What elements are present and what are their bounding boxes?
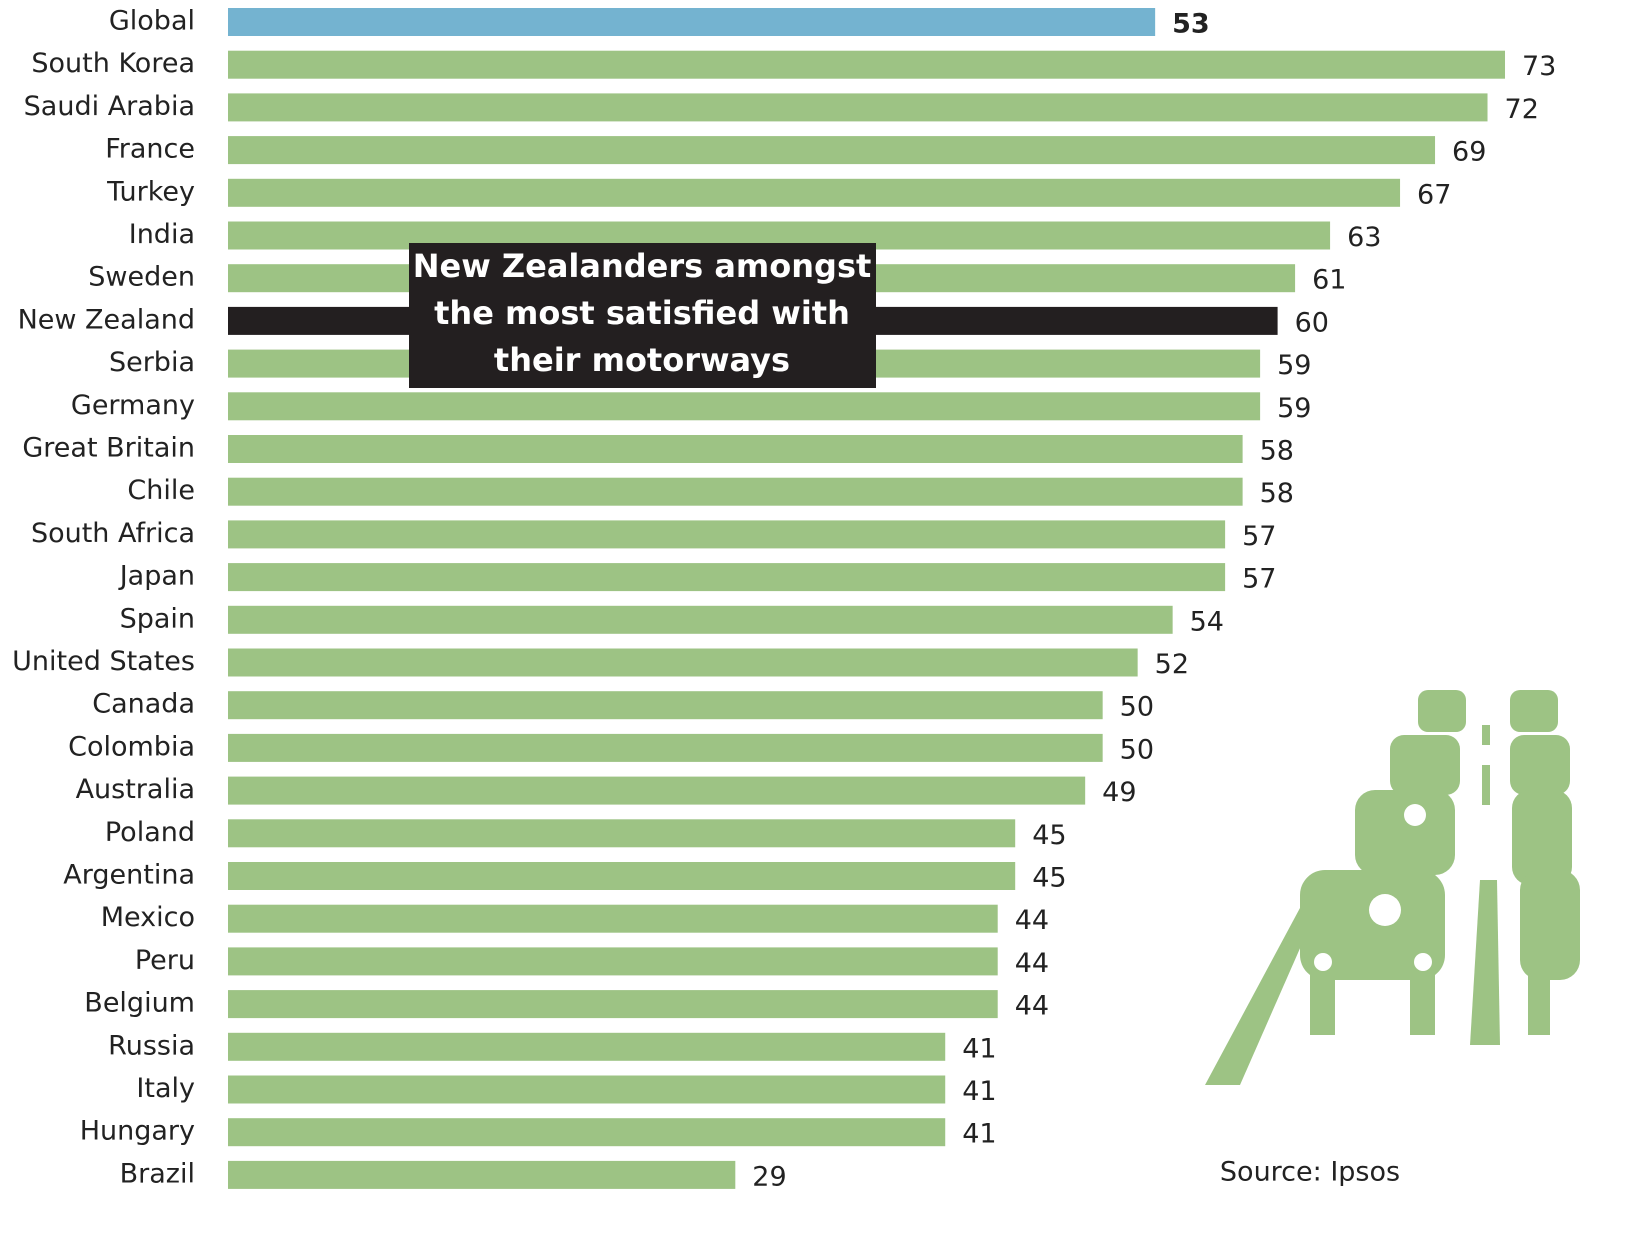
value-label: 63 bbox=[1347, 222, 1381, 253]
value-label: 72 bbox=[1505, 94, 1539, 125]
category-label: Sweden bbox=[88, 262, 195, 293]
category-label: Mexico bbox=[101, 902, 195, 933]
category-label: Saudi Arabia bbox=[24, 91, 195, 122]
value-label: 61 bbox=[1312, 265, 1346, 296]
value-label: 58 bbox=[1260, 478, 1294, 509]
value-label: 59 bbox=[1277, 393, 1311, 424]
category-label: France bbox=[105, 134, 195, 165]
category-label: Turkey bbox=[106, 176, 195, 207]
value-label: 50 bbox=[1120, 692, 1154, 723]
category-label: Colombia bbox=[68, 731, 195, 762]
category-label: Argentina bbox=[63, 860, 195, 891]
category-label: Chile bbox=[127, 475, 195, 506]
bar bbox=[228, 605, 1173, 634]
value-label: 58 bbox=[1260, 436, 1294, 467]
bar bbox=[228, 862, 1016, 890]
category-label: Russia bbox=[108, 1030, 195, 1061]
bar bbox=[228, 8, 1156, 36]
category-label: Belgium bbox=[84, 988, 195, 1019]
value-label: 44 bbox=[1015, 948, 1049, 979]
bar bbox=[228, 520, 1226, 549]
annotation-text: the most satisfied with bbox=[434, 294, 850, 332]
category-label: Italy bbox=[136, 1073, 195, 1104]
category-label: Global bbox=[109, 6, 195, 37]
bar bbox=[228, 178, 1401, 207]
category-label: Spain bbox=[120, 603, 195, 634]
value-label: 50 bbox=[1120, 734, 1154, 765]
value-label: 52 bbox=[1155, 649, 1189, 680]
value-label: 73 bbox=[1522, 51, 1556, 82]
bar bbox=[228, 1032, 946, 1061]
value-label: 67 bbox=[1417, 179, 1451, 210]
bar bbox=[228, 776, 1086, 805]
annotation-box bbox=[409, 243, 876, 388]
value-label: 44 bbox=[1015, 991, 1049, 1022]
annotation-text: New Zealanders amongst bbox=[413, 247, 872, 285]
value-label: 29 bbox=[752, 1161, 786, 1192]
category-label: Canada bbox=[92, 689, 195, 720]
bar bbox=[228, 1118, 946, 1147]
value-label: 59 bbox=[1277, 350, 1311, 381]
value-label: 41 bbox=[962, 1119, 996, 1150]
value-label: 41 bbox=[962, 1033, 996, 1064]
category-label: Germany bbox=[71, 390, 195, 421]
bar bbox=[228, 1075, 946, 1104]
category-label: United States bbox=[12, 646, 195, 677]
value-label: 45 bbox=[1032, 820, 1066, 851]
value-label: 57 bbox=[1242, 521, 1276, 552]
category-label: New Zealand bbox=[18, 304, 195, 335]
bar bbox=[228, 93, 1488, 122]
bar bbox=[228, 435, 1243, 463]
category-label: South Korea bbox=[31, 48, 195, 79]
bar bbox=[228, 1160, 736, 1189]
bar bbox=[228, 648, 1138, 677]
bar bbox=[228, 904, 998, 933]
bar bbox=[228, 947, 998, 976]
bar bbox=[228, 819, 1016, 848]
bar bbox=[228, 733, 1103, 762]
value-label: 41 bbox=[962, 1076, 996, 1107]
category-label: Great Britain bbox=[22, 433, 195, 464]
value-label: 57 bbox=[1242, 564, 1276, 595]
value-label: 49 bbox=[1102, 777, 1136, 808]
category-label: Hungary bbox=[80, 1116, 195, 1147]
bar bbox=[228, 392, 1261, 421]
category-label: Japan bbox=[118, 561, 195, 592]
bar bbox=[228, 50, 1506, 79]
bar bbox=[228, 477, 1243, 506]
value-label: 54 bbox=[1190, 606, 1224, 637]
category-label: Australia bbox=[76, 774, 195, 805]
value-label: 69 bbox=[1452, 137, 1486, 168]
bar bbox=[228, 990, 998, 1019]
category-label: Serbia bbox=[109, 347, 195, 378]
category-label: Brazil bbox=[120, 1158, 195, 1189]
bar bbox=[228, 691, 1103, 720]
annotation-text: their motorways bbox=[494, 341, 790, 379]
bar bbox=[228, 136, 1436, 165]
category-label: Peru bbox=[135, 945, 195, 976]
category-label: India bbox=[129, 219, 195, 250]
traffic-icon bbox=[1205, 690, 1580, 1085]
value-label: 53 bbox=[1172, 9, 1210, 40]
value-label: 60 bbox=[1295, 307, 1329, 338]
category-label: Poland bbox=[105, 817, 195, 848]
value-label: 45 bbox=[1032, 863, 1066, 894]
bar bbox=[228, 563, 1226, 592]
category-label: South Africa bbox=[31, 518, 195, 549]
source: Source: Ipsos bbox=[1220, 1157, 1400, 1188]
value-label: 44 bbox=[1015, 905, 1049, 936]
